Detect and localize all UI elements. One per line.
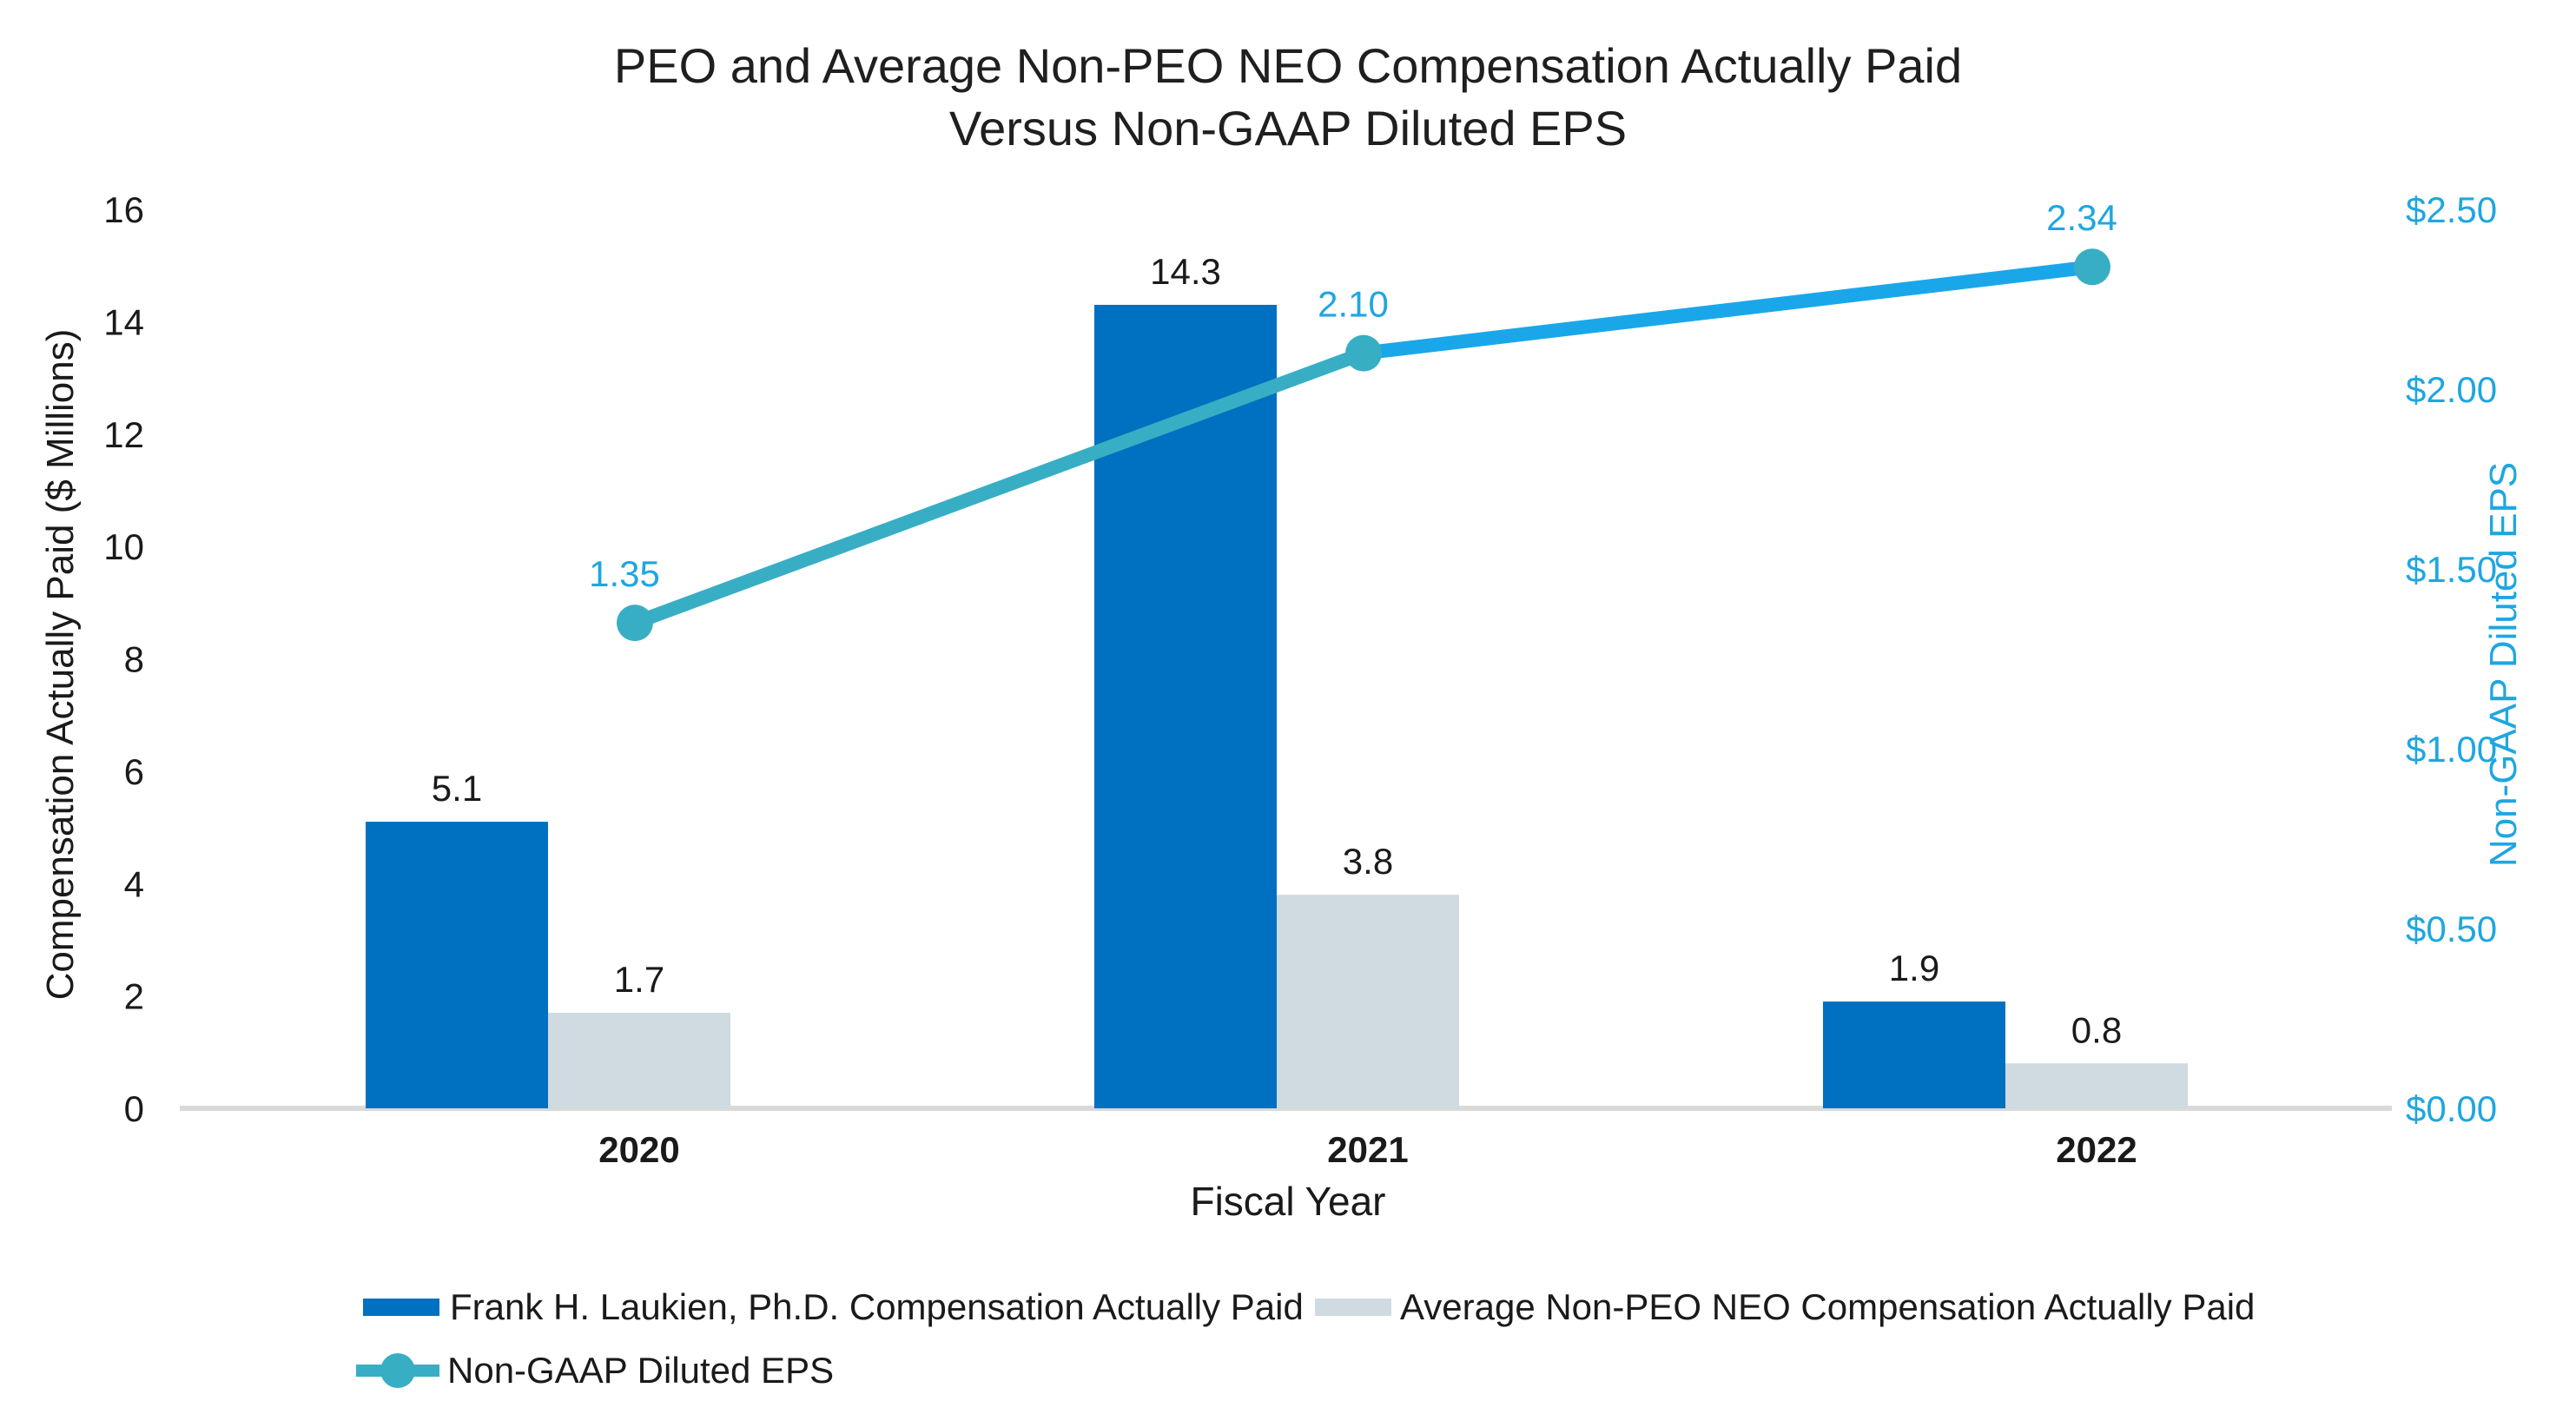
x-category-label: 2020 bbox=[598, 1129, 679, 1170]
left-tick-label: 16 bbox=[103, 189, 144, 230]
bar-value-label: 3.8 bbox=[1343, 841, 1393, 882]
bar-nonpeo-2022 bbox=[2005, 1063, 2188, 1108]
legend-swatch-nonpeo-bar bbox=[1315, 1299, 1391, 1316]
right-axis-title: Non-GAAP Diluted EPS bbox=[2482, 461, 2525, 868]
legend-swatch-eps-line bbox=[356, 1353, 439, 1388]
eps-line-marker bbox=[2074, 248, 2110, 286]
left-tick-label: 2 bbox=[124, 976, 144, 1017]
bar-value-label: 0.8 bbox=[2071, 1009, 2122, 1050]
right-tick-label: $0.50 bbox=[2406, 909, 2497, 949]
left-tick-label: 6 bbox=[124, 751, 144, 792]
bar-peo-2020 bbox=[366, 822, 548, 1108]
bar-nonpeo-2021 bbox=[1277, 895, 1459, 1108]
legend-label-peo: Frank H. Laukien, Ph.D. Compensation Act… bbox=[450, 1286, 1304, 1327]
right-tick-label: $0.00 bbox=[2406, 1088, 2497, 1129]
bar-nonpeo-2020 bbox=[548, 1013, 730, 1108]
eps-line-marker bbox=[1345, 334, 1382, 372]
left-tick-label: 0 bbox=[124, 1088, 144, 1129]
bar-peo-2022 bbox=[1823, 1001, 2005, 1108]
eps-line-marker bbox=[617, 605, 653, 642]
left-tick-label: 8 bbox=[124, 639, 144, 680]
right-tick-label: $2.50 bbox=[2406, 189, 2497, 230]
legend-label-eps: Non-GAAP Diluted EPS bbox=[447, 1350, 835, 1391]
legend-dot-icon bbox=[380, 1353, 415, 1388]
legend-label-nonpeo: Average Non-PEO NEO Compensation Actuall… bbox=[1400, 1286, 2256, 1327]
bar-value-label: 1.7 bbox=[614, 959, 664, 1000]
left-tick-label: 14 bbox=[103, 301, 144, 342]
chart-title: PEO and Average Non-PEO NEO Compensation… bbox=[0, 35, 2576, 160]
eps-value-label: 2.10 bbox=[1318, 284, 1389, 325]
legend-swatch-peo-bar bbox=[363, 1299, 439, 1316]
chart-title-line1: PEO and Average Non-PEO NEO Compensation… bbox=[613, 38, 1963, 93]
left-tick-label: 10 bbox=[103, 526, 144, 567]
eps-value-label: 2.34 bbox=[2046, 197, 2117, 238]
left-tick-label: 12 bbox=[103, 414, 144, 455]
bar-value-label: 5.1 bbox=[432, 768, 482, 809]
right-tick-label: $2.00 bbox=[2406, 369, 2497, 410]
left-tick-label: 4 bbox=[124, 863, 144, 904]
x-category-label: 2022 bbox=[2056, 1129, 2137, 1170]
bar-value-label: 1.9 bbox=[1889, 948, 1939, 988]
left-axis-title: Compensation Actually Paid ($ Millions) bbox=[39, 328, 82, 1001]
x-axis-title: Fiscal Year bbox=[1190, 1179, 1386, 1224]
eps-line-segment bbox=[1363, 260, 2093, 360]
eps-value-label: 1.35 bbox=[589, 553, 660, 594]
eps-line-segment bbox=[632, 347, 1366, 630]
right-tick-label: $1.00 bbox=[2406, 729, 2497, 770]
right-tick-label: $1.50 bbox=[2406, 549, 2497, 590]
chart-title-line2: Versus Non-GAAP Diluted EPS bbox=[948, 101, 1628, 155]
x-category-label: 2021 bbox=[1327, 1129, 1408, 1170]
bar-value-label: 14.3 bbox=[1150, 251, 1221, 292]
